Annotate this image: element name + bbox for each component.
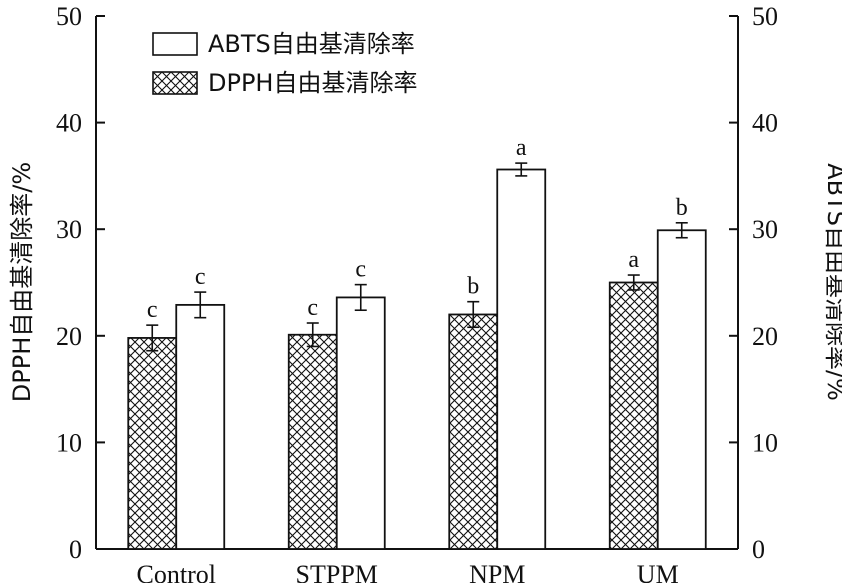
legend-label-abts: ABTS自由基清除率 [208, 30, 415, 58]
category-label: Control [137, 560, 216, 583]
right-tick-label: 20 [752, 322, 778, 351]
significance-letter: c [195, 264, 206, 290]
legend: ABTS自由基清除率 DPPH自由基清除率 [152, 30, 417, 97]
significance-letter: a [628, 247, 639, 273]
right-tick-label: 10 [752, 428, 778, 457]
left-tick-label: 10 [56, 428, 82, 457]
bar-abts [175, 303, 226, 550]
significance-letter: c [355, 257, 366, 283]
bar-dpph [448, 313, 499, 550]
bars: c c c c b a a b [127, 135, 707, 550]
right-tick-label: 30 [752, 215, 778, 244]
left-tick-label: 40 [56, 109, 82, 138]
left-tick-label: 0 [69, 535, 82, 564]
significance-letter: a [516, 135, 527, 161]
right-tick-label: 40 [752, 109, 778, 138]
category-labels: Control STPPM NPM UM [137, 560, 679, 583]
significance-letter: c [147, 297, 158, 323]
category-label: UM [637, 560, 679, 583]
bar-abts [335, 296, 386, 550]
bar-dpph [127, 337, 178, 550]
legend-swatch-dpph [152, 71, 198, 95]
significance-letter: c [307, 295, 318, 321]
left-ticks: 0 10 20 30 40 50 [56, 2, 105, 564]
significance-letter: b [676, 195, 688, 221]
right-ticks: 0 10 20 30 40 50 [729, 2, 778, 564]
left-tick-label: 30 [56, 215, 82, 244]
bar-dpph [287, 333, 338, 550]
bar-abts [496, 168, 547, 550]
legend-swatch-abts [152, 32, 198, 56]
right-tick-label: 50 [752, 2, 778, 31]
left-tick-label: 50 [56, 2, 82, 31]
right-axis-title: ABTS自由基清除率/% [822, 163, 842, 401]
left-axis-title: DPPH自由基清除率/% [8, 162, 36, 402]
category-label: STPPM [296, 560, 378, 583]
legend-label-dpph: DPPH自由基清除率 [208, 69, 417, 97]
bar-dpph [608, 281, 659, 550]
significance-letter: b [467, 274, 479, 300]
category-label: NPM [469, 560, 525, 583]
left-tick-label: 20 [56, 322, 82, 351]
right-tick-label: 0 [752, 535, 765, 564]
bar-abts [656, 229, 707, 550]
